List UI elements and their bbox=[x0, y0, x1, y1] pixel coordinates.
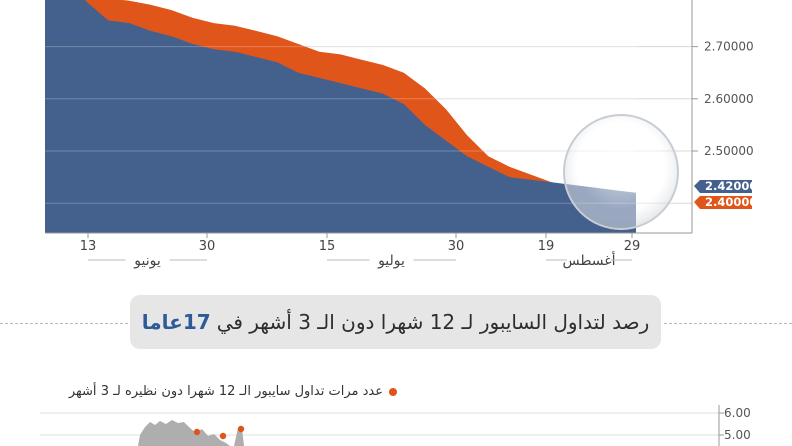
bottom-chart: 6.00 5.00 bbox=[40, 405, 751, 446]
x-tick-label: 29 bbox=[624, 239, 641, 254]
y-tick-label: 2.70000 bbox=[704, 40, 754, 54]
bottom-chart-marker bbox=[219, 432, 227, 440]
x-tick-label: 13 bbox=[80, 239, 97, 254]
y-tick-label: 2.80000 bbox=[704, 0, 754, 1]
series-area-blue bbox=[45, 0, 636, 233]
x-tick-label: 15 bbox=[319, 239, 336, 254]
end-value-tag bbox=[694, 180, 752, 193]
legend-text: عدد مرات تداول سايبور الـ 12 شهرا دون نظ… bbox=[68, 384, 383, 399]
end-value-label: 2.42000 bbox=[705, 179, 757, 193]
bottom-chart-spike bbox=[234, 428, 244, 446]
headline-text: رصد لتداول السايبور لـ 12 شهرا دون الـ 3… bbox=[216, 310, 650, 334]
month-label: يوليو bbox=[377, 253, 405, 269]
end-value-label: 2.40000 bbox=[705, 195, 757, 209]
month-label: يونيو bbox=[133, 253, 161, 269]
headline-highlight: 17عاما bbox=[141, 310, 211, 334]
saibor-area-chart: 2.50000 2.60000 2.70000 2.80000 13 30 15 30 19 2… bbox=[45, 0, 757, 269]
magnifier-lens bbox=[563, 114, 679, 230]
x-tick-label: 30 bbox=[448, 239, 465, 254]
dashed-divider-right bbox=[664, 323, 792, 324]
end-value-tag bbox=[694, 196, 752, 209]
y-tick-label: 2.60000 bbox=[704, 92, 754, 106]
bottom-chart-marker bbox=[193, 428, 201, 436]
dashed-divider-left bbox=[0, 323, 128, 324]
bottom-legend: عدد مرات تداول سايبور الـ 12 شهرا دون نظ… bbox=[69, 384, 397, 399]
bottom-chart-marker bbox=[237, 425, 245, 433]
headline-banner: رصد لتداول السايبور لـ 12 شهرا دون الـ 3… bbox=[130, 295, 661, 349]
bottom-chart-area bbox=[138, 420, 230, 446]
bottom-y-tick-label: 6.00 bbox=[724, 406, 751, 420]
x-tick-label: 19 bbox=[538, 239, 555, 254]
x-tick-label: 30 bbox=[199, 239, 216, 254]
y-tick-label: 2.50000 bbox=[704, 144, 754, 158]
bottom-y-tick-label: 5.00 bbox=[724, 428, 751, 442]
month-label: أغسطس bbox=[562, 251, 615, 269]
legend-dot-icon bbox=[389, 387, 397, 396]
